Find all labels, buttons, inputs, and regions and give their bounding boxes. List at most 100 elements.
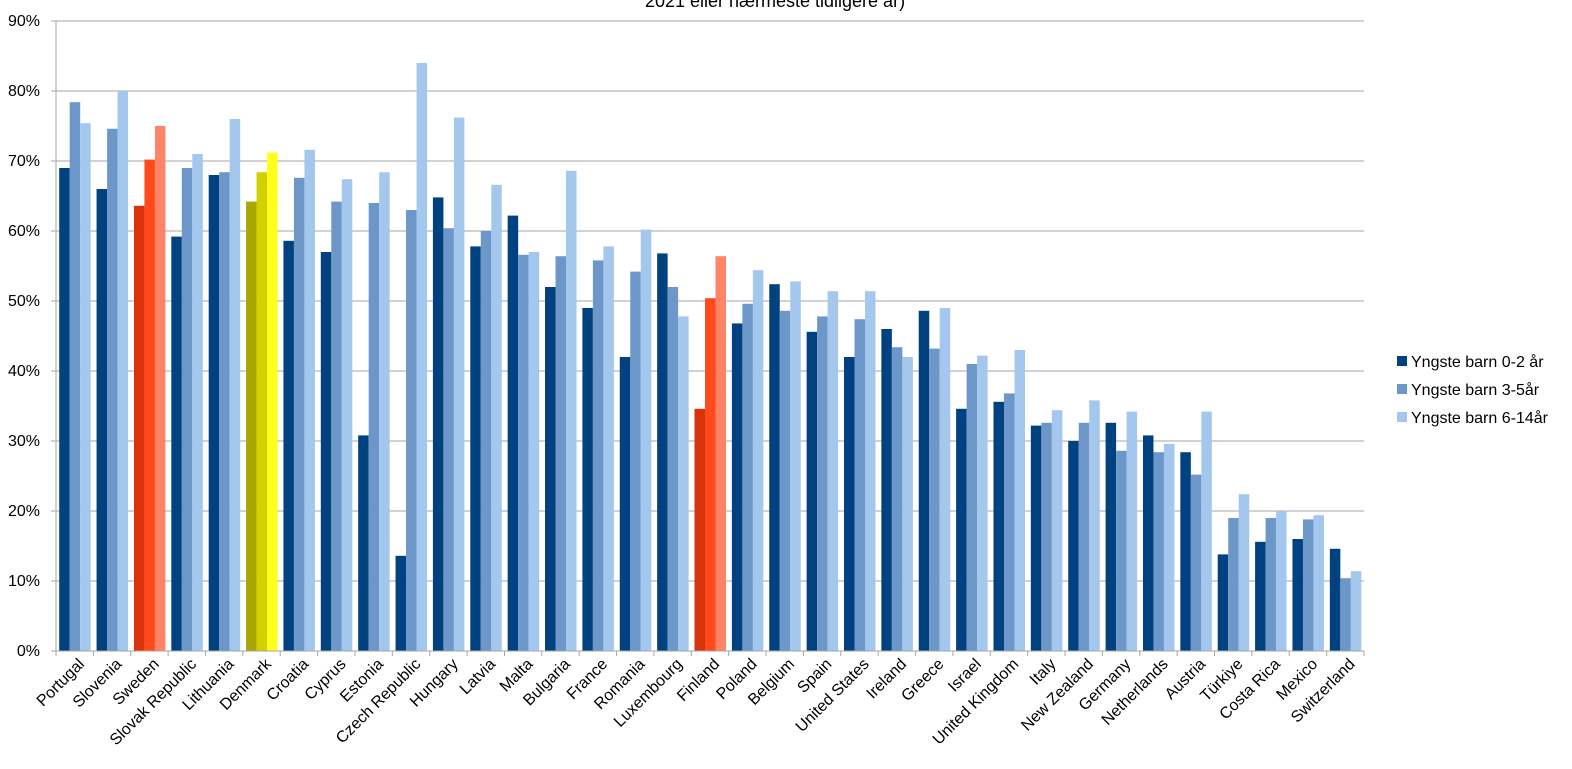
y-tick-label: 90% <box>8 13 40 30</box>
bar-austria-s3 <box>1201 411 1212 651</box>
bar-malta-s1 <box>507 215 519 651</box>
bar-t-rkiye-s1 <box>1217 554 1229 651</box>
bar-israel-s2 <box>966 364 978 651</box>
y-axis: 0% 10% 20% 30% 40% 50% 60% 70% 80% 90% <box>8 13 57 660</box>
bar-netherlands-s1 <box>1142 435 1154 651</box>
bar-costa-rica-s1 <box>1255 541 1266 651</box>
bar-cyprus-s2 <box>331 201 342 651</box>
bar-sweden-s1 <box>133 205 145 652</box>
bars <box>59 63 1362 652</box>
bar-spain-s2 <box>817 316 828 651</box>
bar-united-states-s3 <box>865 291 876 651</box>
bar-ireland-s3 <box>902 357 913 651</box>
bar-romania-s1 <box>619 357 631 651</box>
bar-switzerland-s2 <box>1340 578 1351 651</box>
bar-finland-s1 <box>694 408 706 651</box>
x-tick-label: Italy <box>1027 656 1060 689</box>
bar-portugal-s3 <box>80 123 91 651</box>
bar-luxembourg-s2 <box>667 287 679 651</box>
bar-germany-s3 <box>1126 411 1138 651</box>
legend-swatch <box>1397 384 1407 394</box>
x-tick-label: Croatia <box>264 656 313 705</box>
bar-hungary-s1 <box>432 197 444 651</box>
bar-israel-s1 <box>956 408 967 651</box>
bar-bulgaria-s3 <box>566 170 577 652</box>
bar-estonia-s1 <box>358 435 369 651</box>
bar-belgium-s2 <box>779 310 791 651</box>
bar-cyprus-s3 <box>341 179 353 651</box>
bar-united-kingdom-s3 <box>1014 350 1025 651</box>
bar-portugal-s2 <box>69 102 81 651</box>
bar-belgium-s1 <box>769 284 780 651</box>
bar-switzerland-s3 <box>1350 571 1362 651</box>
bar-lithuania-s2 <box>219 172 230 651</box>
bar-ireland-s2 <box>891 347 903 651</box>
bar-united-states-s1 <box>844 357 855 651</box>
bar-costa-rica-s2 <box>1265 518 1277 651</box>
bar-croatia-s1 <box>283 240 294 652</box>
y-tick-label: 50% <box>8 293 40 310</box>
bar-luxembourg-s3 <box>678 316 689 651</box>
bar-sweden-s3 <box>154 126 166 651</box>
bar-new-zealand-s3 <box>1089 400 1100 651</box>
bar-greece-s3 <box>939 308 951 651</box>
bar-bulgaria-s2 <box>555 256 567 651</box>
legend-label: Yngste barn 6-14år <box>1411 409 1549 427</box>
bar-t-rkiye-s3 <box>1238 494 1250 651</box>
y-tick-label: 0% <box>17 643 40 660</box>
bar-lithuania-s3 <box>229 119 241 651</box>
bar-portugal-s1 <box>59 168 70 651</box>
bar-ireland-s1 <box>881 329 892 651</box>
bar-czech-republic-s2 <box>406 210 417 651</box>
bar-hungary-s2 <box>443 228 454 651</box>
legend-label: Yngste barn 3-5år <box>1411 381 1540 399</box>
bar-switzerland-s1 <box>1329 548 1341 651</box>
bar-slovak-republic-s2 <box>181 168 193 651</box>
bar-hungary-s3 <box>453 117 465 652</box>
bar-new-zealand-s2 <box>1078 422 1090 651</box>
bar-latvia-s2 <box>480 231 492 651</box>
bar-croatia-s3 <box>304 149 315 652</box>
bar-cyprus-s1 <box>320 252 332 651</box>
bar-spain-s1 <box>806 331 818 651</box>
y-tick-label: 70% <box>8 153 40 170</box>
bar-mexico-s1 <box>1292 539 1303 651</box>
bar-new-zealand-s1 <box>1068 441 1079 651</box>
bar-malta-s3 <box>528 252 540 651</box>
x-tick-label: Finland <box>674 656 723 705</box>
bar-sweden-s2 <box>144 159 155 651</box>
bar-mexico-s3 <box>1313 515 1324 651</box>
y-tick-label: 80% <box>8 83 40 100</box>
bar-denmark-s1 <box>246 201 257 651</box>
bar-mexico-s2 <box>1302 519 1314 651</box>
bar-france-s2 <box>592 260 604 651</box>
bar-latvia-s1 <box>470 246 481 651</box>
bar-finland-s3 <box>715 256 727 651</box>
bar-united-states-s2 <box>854 319 865 651</box>
legend-label: Yngste barn 0-2 år <box>1411 353 1544 371</box>
x-tick-label: Greece <box>898 656 947 705</box>
bar-germany-s1 <box>1105 422 1117 651</box>
bar-netherlands-s3 <box>1163 443 1175 651</box>
bar-united-kingdom-s1 <box>993 401 1004 651</box>
bar-belgium-s3 <box>790 281 801 651</box>
bar-united-kingdom-s2 <box>1003 393 1015 651</box>
bar-estonia-s2 <box>368 203 380 651</box>
bar-italy-s2 <box>1041 422 1052 651</box>
bar-slovak-republic-s1 <box>171 236 182 651</box>
y-tick-label: 40% <box>8 363 40 380</box>
bar-romania-s3 <box>640 229 652 651</box>
bar-austria-s1 <box>1180 452 1191 651</box>
bar-czech-republic-s3 <box>416 63 428 651</box>
legend: Yngste barn 0-2 år Yngste barn 3-5år Yngst… <box>1397 353 1549 427</box>
y-tick-label: 30% <box>8 433 40 450</box>
bar-t-rkiye-s2 <box>1228 518 1239 651</box>
bar-france-s1 <box>582 308 593 651</box>
bar-czech-republic-s1 <box>395 555 407 651</box>
bar-italy-s1 <box>1030 425 1042 651</box>
chart-title: 2021 eller nærmeste tidligere år) <box>645 0 905 11</box>
bar-israel-s3 <box>977 355 988 651</box>
x-tick-label: Latvia <box>457 656 499 698</box>
